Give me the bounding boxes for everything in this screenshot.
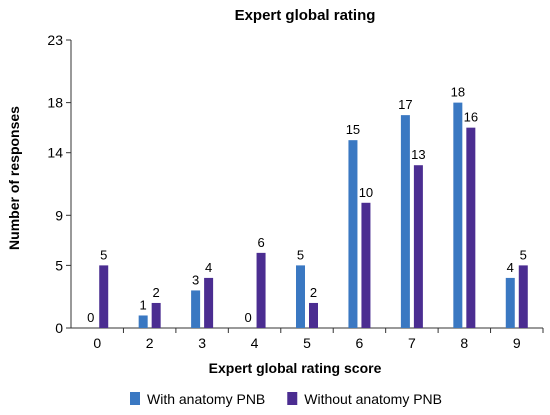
data-label: 3 — [192, 272, 199, 287]
x-tick-label: 8 — [460, 335, 468, 351]
data-label: 13 — [411, 147, 425, 162]
legend-label: Without anatomy PNB — [304, 391, 442, 407]
bar-series1 — [296, 265, 305, 328]
bar-series2 — [518, 265, 528, 328]
data-label: 5 — [520, 247, 527, 262]
x-tick-label: 4 — [251, 335, 259, 351]
y-tick-label: 5 — [55, 257, 63, 273]
bar-series1 — [191, 290, 201, 328]
data-label: 15 — [346, 122, 360, 137]
bar-series1 — [400, 115, 410, 328]
x-tick-label: 3 — [198, 335, 206, 351]
bar-series2 — [99, 265, 109, 328]
data-label: 0 — [244, 310, 251, 325]
data-label: 2 — [310, 285, 317, 300]
data-label: 5 — [100, 247, 107, 262]
data-label: 17 — [398, 97, 412, 112]
data-label: 16 — [464, 110, 478, 125]
legend-label: With anatomy PNB — [147, 391, 265, 407]
legend: With anatomy PNB Without anatomy PNB — [130, 391, 442, 407]
y-tick-label: 23 — [47, 32, 63, 48]
x-tick-label: 0 — [93, 335, 101, 351]
data-label: 1 — [140, 297, 147, 312]
bar-series1 — [348, 140, 358, 328]
bar-series2 — [204, 277, 214, 328]
bar-series2 — [413, 165, 423, 328]
bar-series2 — [256, 252, 266, 328]
y-axis-label: Number of responses — [6, 106, 22, 250]
x-tick-label: 2 — [146, 335, 154, 351]
data-label: 6 — [257, 235, 264, 250]
bar-series2 — [466, 127, 476, 328]
data-label: 4 — [507, 260, 514, 275]
data-label: 18 — [451, 85, 465, 100]
data-label: 2 — [153, 285, 160, 300]
y-tick-label: 0 — [55, 320, 63, 336]
bar-series1 — [138, 315, 148, 328]
chart-title: Expert global rating — [235, 7, 376, 24]
bar-series2 — [151, 302, 161, 328]
data-label: 0 — [87, 310, 94, 325]
x-axis-label: Expert global rating score — [209, 360, 382, 376]
x-tick-label: 5 — [303, 335, 311, 351]
bar-series1 — [505, 277, 515, 328]
data-label: 4 — [205, 260, 212, 275]
data-label: 10 — [359, 185, 373, 200]
x-tick-label: 9 — [513, 335, 521, 351]
x-tick-label: 6 — [356, 335, 364, 351]
y-tick-label: 14 — [47, 145, 63, 161]
legend-swatch — [287, 392, 298, 405]
bar-series1 — [453, 102, 463, 328]
chart-marks: 0591418230052123344065526151071713818169… — [47, 32, 544, 351]
legend-swatch — [130, 392, 140, 405]
y-tick-label: 9 — [55, 207, 63, 223]
x-tick-label: 7 — [408, 335, 416, 351]
bar-series2 — [309, 302, 318, 328]
bar-series2 — [361, 202, 371, 328]
y-tick-label: 18 — [47, 95, 63, 111]
data-label: 5 — [297, 247, 304, 262]
